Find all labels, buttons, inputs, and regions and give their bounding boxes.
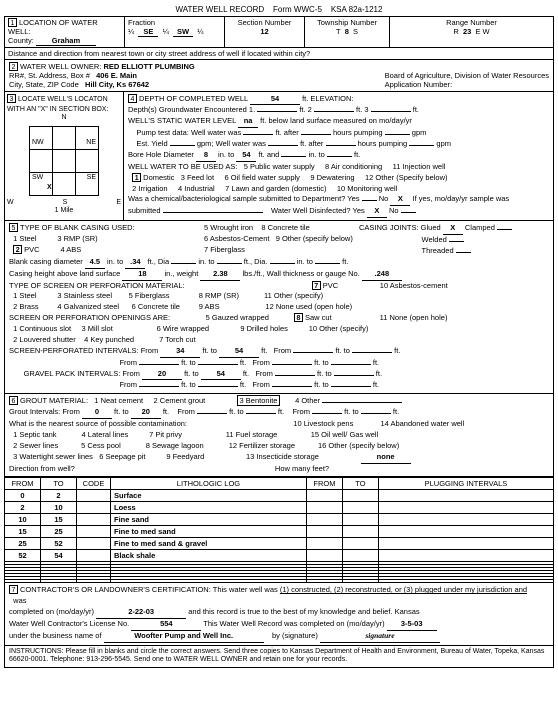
section-6-grout: 6GROUT MATERIAL: 1 Neat cement 2 Cement … xyxy=(4,394,554,477)
section-compass: NW NE SW SE X xyxy=(29,126,99,196)
section-4-well-data: 4DEPTH OF COMPLETED WELL 54 ft. ELEVATIO… xyxy=(124,92,554,222)
section-7-cert: 7CONTRACTOR'S OR LANDOWNER'S CERTIFICATI… xyxy=(4,583,554,645)
form-header: WATER WELL RECORD Form WWC-5 KSA 82a-121… xyxy=(4,4,554,16)
distance-label: Distance and direction from nearest town… xyxy=(5,48,553,59)
instructions: INSTRUCTIONS: Please fill in blanks and … xyxy=(4,646,554,668)
section-1-location: 1LOCATION OF WATER WELL: County: Graham … xyxy=(4,16,554,47)
lithologic-log-table: FROMTOCODELITHOLOGIC LOGFROMTOPLUGGING I… xyxy=(4,477,554,583)
section-5-casing: 5TYPE OF BLANK CASING USED: 1 Steel 3 RM… xyxy=(4,221,554,394)
section-3-4: 3LOCATE WELL'S LOCATON WITH AN "X" IN SE… xyxy=(4,92,554,222)
section-2-owner: 2WATER WELL OWNER: RED ELLIOTT PLUMBING … xyxy=(4,60,554,92)
